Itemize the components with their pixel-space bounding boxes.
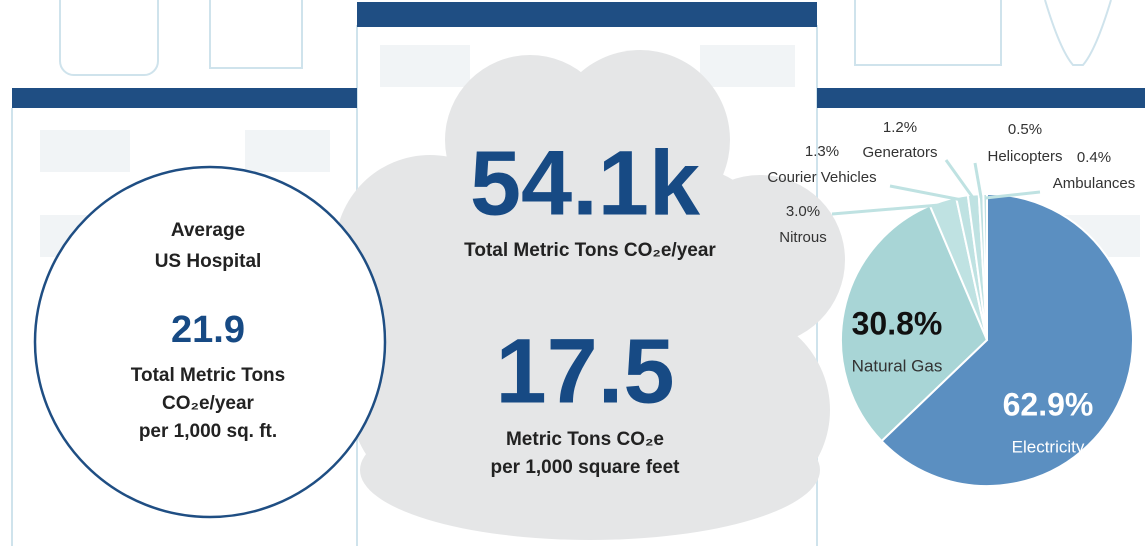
infographic: Average US Hospital 21.9 Total Metric Tons C… bbox=[0, 0, 1145, 546]
intensity-value: 17.5 bbox=[495, 320, 674, 422]
slice-value: 1.3% bbox=[805, 143, 839, 160]
units: per 1,000 sq. ft. bbox=[139, 421, 277, 442]
units: Total Metric Tons CO₂e/year bbox=[464, 240, 716, 261]
slice-name: Natural Gas bbox=[852, 356, 943, 375]
leader-line bbox=[946, 160, 974, 199]
slice-value: 30.8% bbox=[852, 305, 943, 341]
slice-value: 0.4% bbox=[1077, 149, 1111, 166]
slice-value: 1.2% bbox=[883, 119, 917, 136]
slice-value: 0.5% bbox=[1008, 121, 1042, 138]
leader-line bbox=[890, 186, 963, 200]
hospital-value: 21.9 bbox=[171, 309, 245, 351]
units: per 1,000 square feet bbox=[490, 457, 680, 478]
slice-value: 3.0% bbox=[786, 203, 820, 220]
units: Metric Tons CO₂e bbox=[506, 429, 664, 450]
slice-name: Courier Vehicles bbox=[767, 169, 876, 186]
units: CO₂e/year bbox=[162, 393, 254, 414]
units: Total Metric Tons bbox=[131, 365, 285, 386]
heading: US Hospital bbox=[155, 251, 262, 272]
slice-name: Ambulances bbox=[1053, 175, 1136, 192]
slice-name: Electricity bbox=[1012, 437, 1085, 456]
slice-name: Nitrous bbox=[779, 229, 827, 246]
leader-line bbox=[975, 163, 981, 198]
slice-name: Generators bbox=[862, 144, 937, 161]
heading: Average bbox=[171, 220, 245, 241]
slice-name: Helicopters bbox=[987, 148, 1062, 165]
total-value: 54.1k bbox=[470, 132, 701, 234]
slice-value: 62.9% bbox=[1003, 386, 1094, 422]
